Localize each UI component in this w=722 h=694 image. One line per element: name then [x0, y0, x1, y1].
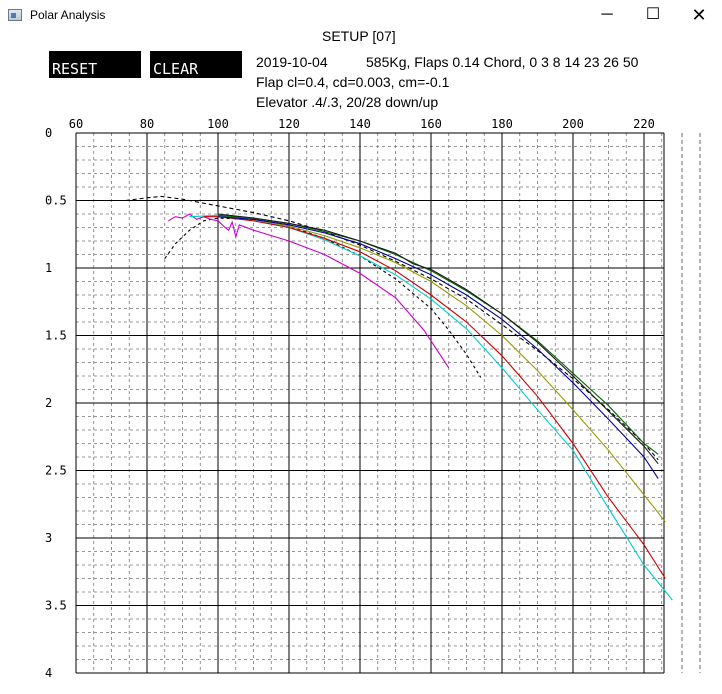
y-tick-label: 0.5 — [45, 194, 67, 208]
window-title: Polar Analysis — [30, 8, 106, 22]
y-tick-label: 1.5 — [45, 329, 67, 343]
x-tick-label: 160 — [420, 117, 442, 131]
y-tick-label: 0 — [45, 126, 52, 140]
x-tick-label: 120 — [278, 117, 300, 131]
clear-button[interactable]: CLEAR — [150, 51, 242, 78]
minimize-icon[interactable]: ─ — [601, 6, 613, 23]
x-tick-label: 60 — [69, 117, 83, 131]
series-line-7 — [217, 216, 659, 479]
x-tick-label: 220 — [633, 117, 655, 131]
x-tick-label: 140 — [349, 117, 371, 131]
series-line-1 — [125, 195, 659, 461]
setup-label: SETUP [07] — [322, 28, 396, 44]
series-line-3 — [168, 213, 450, 369]
y-tick-label: 2.5 — [45, 464, 67, 478]
title-bar: Polar Analysis ─ ☐ ✕ — [0, 0, 722, 30]
y-tick-label: 2 — [45, 396, 52, 410]
elevator-text: Elevator .4/.3, 20/28 down/up — [256, 94, 439, 110]
x-tick-label: 180 — [491, 117, 513, 131]
specs-text: 585Kg, Flaps 0.14 Chord, 0 3 8 14 23 26 … — [366, 54, 639, 70]
series-line-9 — [217, 213, 659, 465]
y-tick-label: 4 — [45, 666, 52, 680]
y-tick-label: 3.5 — [45, 599, 67, 613]
x-tick-label: 200 — [562, 117, 584, 131]
y-tick-label: 1 — [45, 261, 52, 275]
y-tick-label: 3 — [45, 531, 52, 545]
series-line-6 — [217, 216, 666, 523]
maximize-icon[interactable]: ☐ — [645, 6, 661, 23]
series-line-5 — [203, 216, 666, 579]
series-line-2 — [164, 217, 482, 378]
x-tick-label: 80 — [140, 117, 154, 131]
x-tick-label: 100 — [207, 117, 229, 131]
flap-text: Flap cl=0.4, cd=0.003, cm=-0.1 — [256, 74, 450, 90]
app-window-icon — [8, 9, 22, 21]
reset-button[interactable]: RESET — [49, 51, 141, 78]
series-line-8 — [217, 214, 659, 455]
close-icon[interactable]: ✕ — [691, 5, 707, 25]
date-text: 2019-10-04 — [256, 54, 328, 70]
